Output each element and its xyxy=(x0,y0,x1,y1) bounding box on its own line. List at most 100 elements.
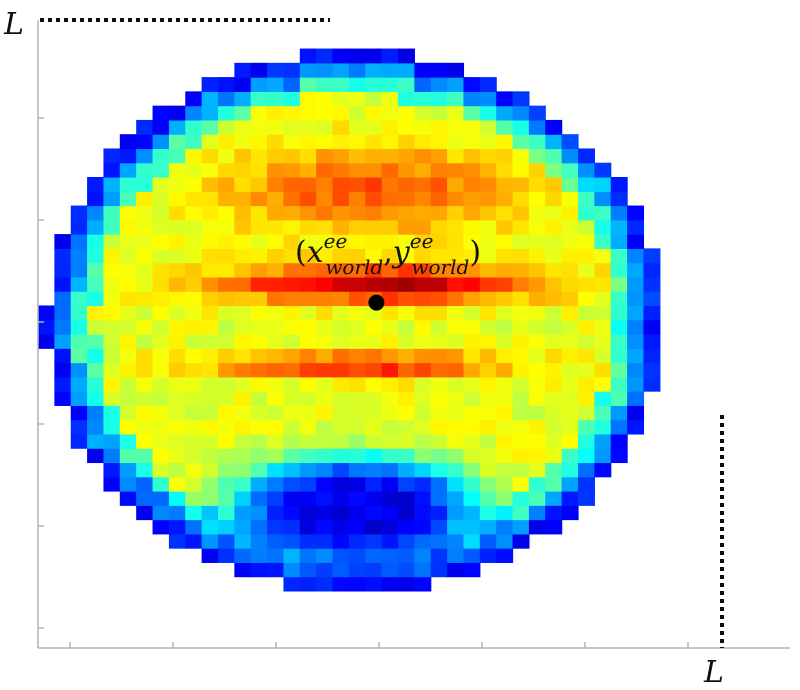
heatmap-cell xyxy=(152,491,170,506)
heatmap-cell xyxy=(267,234,285,249)
heatmap-cell xyxy=(447,362,465,378)
heatmap-cell xyxy=(283,305,301,321)
heatmap-cell xyxy=(479,262,497,278)
heatmap-cell xyxy=(496,433,514,449)
heatmap-cell xyxy=(201,219,219,235)
heatmap-cell xyxy=(512,248,530,264)
heatmap-cell xyxy=(578,448,595,464)
heatmap-cell xyxy=(594,162,612,178)
heatmap-cell xyxy=(561,219,579,235)
heatmap-cell xyxy=(267,391,285,406)
heatmap-cell xyxy=(299,419,317,435)
heatmap-cell xyxy=(218,462,235,478)
heatmap-cell xyxy=(316,234,334,249)
heatmap-cell xyxy=(119,319,137,335)
heatmap-cell xyxy=(87,205,105,221)
heatmap-cell xyxy=(283,205,301,221)
heatmap-cell xyxy=(267,433,285,449)
heatmap-cell xyxy=(594,262,612,278)
heatmap-cell xyxy=(234,162,252,178)
heatmap-cell xyxy=(103,462,121,478)
heatmap-cell xyxy=(234,219,252,235)
heatmap-cell xyxy=(578,376,595,392)
heatmap-cell xyxy=(168,505,186,521)
heatmap-cell xyxy=(414,533,432,549)
heatmap-cell xyxy=(250,376,268,392)
heatmap-cell xyxy=(332,533,350,549)
heatmap-cell xyxy=(479,348,497,364)
heatmap-cell xyxy=(512,348,530,364)
heatmap-cell xyxy=(332,219,350,235)
heatmap-cell xyxy=(316,248,334,264)
heatmap-cell xyxy=(381,48,399,64)
heatmap-cell xyxy=(201,419,219,435)
heatmap-cell xyxy=(398,262,415,278)
heatmap-cell xyxy=(348,234,366,249)
heatmap-cell xyxy=(512,105,530,121)
heatmap-cell xyxy=(398,62,415,78)
heatmap-cell xyxy=(218,291,235,307)
y-end-label: L xyxy=(3,7,24,42)
heatmap-cell xyxy=(185,291,203,307)
heatmap-cell xyxy=(299,276,317,292)
heatmap-cell xyxy=(299,462,317,478)
heatmap-cell xyxy=(447,276,465,292)
heatmap-cell xyxy=(250,205,268,221)
heatmap-cell xyxy=(447,433,465,449)
heatmap-cell xyxy=(332,433,350,449)
heatmap-cell xyxy=(479,162,497,178)
heatmap-cell xyxy=(610,205,628,221)
heatmap-cell xyxy=(512,419,530,435)
heatmap-cell xyxy=(365,276,383,292)
heatmap-cells xyxy=(38,48,661,592)
heatmap-cell xyxy=(545,348,563,364)
heatmap-cell xyxy=(201,548,219,563)
heatmap-cell xyxy=(316,576,334,592)
heatmap-cell xyxy=(528,391,546,406)
heatmap-cell xyxy=(316,405,334,421)
heatmap-cell xyxy=(545,362,563,378)
heatmap-cell xyxy=(283,77,301,92)
heatmap-cell xyxy=(332,548,350,563)
heatmap-cell xyxy=(201,148,219,164)
heatmap-cell xyxy=(627,219,645,235)
heatmap-cell xyxy=(267,305,285,321)
heatmap-cell xyxy=(283,505,301,521)
heatmap-cell xyxy=(316,448,334,464)
heatmap-cell xyxy=(299,148,317,164)
heatmap-cell xyxy=(201,533,219,549)
heatmap-cell xyxy=(168,391,186,406)
heatmap-cell xyxy=(168,219,186,235)
heatmap-cell xyxy=(185,205,203,221)
heatmap-cell xyxy=(512,334,530,349)
heatmap-cell xyxy=(496,248,514,264)
heatmap-cell xyxy=(54,319,72,335)
heatmap-cell xyxy=(168,119,186,135)
heatmap-cell xyxy=(447,177,465,192)
heatmap-cell xyxy=(168,205,186,221)
heatmap-cell xyxy=(512,491,530,506)
heatmap-cell xyxy=(119,148,137,164)
heatmap-cell xyxy=(398,391,415,406)
heatmap-cell xyxy=(218,491,235,506)
heatmap-cell xyxy=(299,305,317,321)
heatmap-cell xyxy=(201,491,219,506)
heatmap-cell xyxy=(545,134,563,150)
heatmap-cell xyxy=(398,576,415,592)
heatmap-cell xyxy=(250,291,268,307)
heatmap-cell xyxy=(430,319,448,335)
heatmap-cell xyxy=(250,119,268,135)
heatmap-cell xyxy=(201,405,219,421)
heatmap-cell xyxy=(430,276,448,292)
heatmap-cell xyxy=(414,276,432,292)
heatmap-cell xyxy=(447,376,465,392)
heatmap-cell xyxy=(561,191,579,207)
heatmap-cell xyxy=(87,334,105,349)
heatmap-cell xyxy=(218,505,235,521)
heatmap-cell xyxy=(38,305,55,321)
heatmap-cell xyxy=(430,391,448,406)
heatmap-cell xyxy=(561,148,579,164)
heatmap-cell xyxy=(414,548,432,563)
heatmap-cell xyxy=(430,248,448,264)
